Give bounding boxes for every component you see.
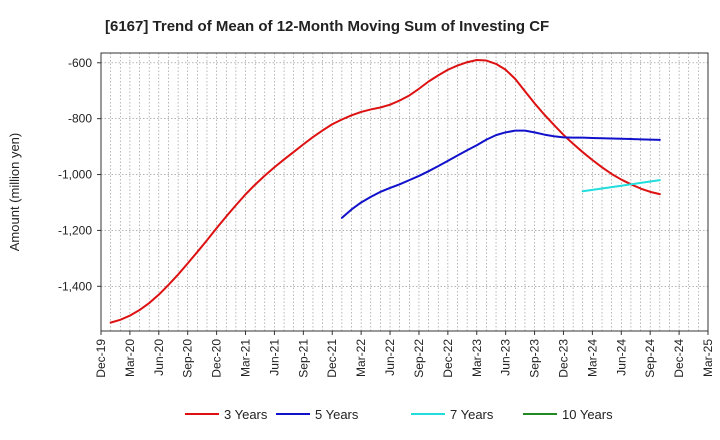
chart-title: [6167] Trend of Mean of 12-Month Moving … — [105, 18, 549, 35]
y-tick-label: -800 — [68, 112, 92, 126]
series-line-5-years — [340, 129, 661, 219]
x-tick-label: Dec-22 — [441, 339, 455, 378]
x-tick-label: Sep-20 — [181, 339, 195, 378]
legend-label-7-years: 7 Years — [450, 407, 494, 422]
y-axis-label: Amount (million yen) — [7, 133, 22, 252]
y-tick-label: -1,000 — [58, 168, 92, 182]
x-tick-label: Dec-19 — [94, 339, 108, 378]
y-tick-label: -600 — [68, 56, 92, 70]
series-line-3-years — [109, 58, 661, 324]
x-tick-label: Jun-23 — [499, 339, 513, 376]
x-tick-label: Mar-20 — [123, 339, 137, 377]
x-tick-label: Mar-23 — [470, 339, 484, 377]
x-tick-label: Dec-21 — [325, 339, 339, 378]
plot-frame — [100, 52, 709, 332]
x-tick-label: Sep-23 — [528, 339, 542, 378]
x-tick-label: Mar-21 — [239, 339, 253, 377]
x-tick-label: Sep-22 — [412, 339, 426, 378]
x-tick-label: Sep-21 — [296, 339, 310, 378]
x-axis: Dec-19 Mar-20 Jun-20 Sep-20 Dec-20 Mar-21 Jun-… — [94, 331, 715, 378]
x-tick-label: Dec-23 — [556, 339, 570, 378]
x-tick-label: Jun-24 — [614, 339, 628, 376]
x-tick-label: Dec-20 — [210, 339, 224, 378]
series-layer — [109, 58, 661, 324]
x-tick-label: Sep-24 — [643, 339, 657, 378]
legend-label-3-years: 3 Years — [224, 407, 268, 422]
x-tick-label: Dec-24 — [672, 339, 686, 378]
x-tick-label: Mar-24 — [585, 339, 599, 377]
legend-label-10-years: 10 Years — [562, 407, 613, 422]
legend-label-5-years: 5 Years — [315, 407, 359, 422]
y-axis: -600 -800 -1,000 -1,200 -1,400 — [58, 56, 101, 293]
x-tick-label: Jun-21 — [267, 339, 281, 376]
x-tick-label: Mar-25 — [701, 339, 715, 377]
y-tick-label: -1,200 — [58, 223, 92, 237]
x-tick-label: Jun-20 — [152, 339, 166, 376]
y-tick-label: -1,400 — [58, 279, 92, 293]
x-tick-label: Jun-22 — [383, 339, 397, 376]
series-line-7-years — [581, 179, 661, 193]
grid — [101, 53, 708, 331]
legend: 3 Years 5 Years 7 Years 10 Years — [185, 407, 613, 422]
x-tick-label: Mar-22 — [354, 339, 368, 377]
